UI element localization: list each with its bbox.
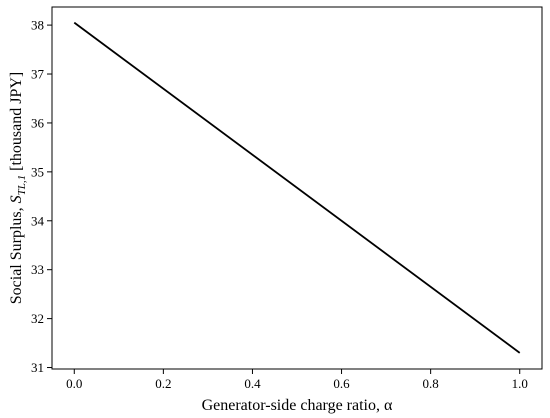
y-axis-title-symbol: S	[8, 195, 25, 203]
y-axis-title-subscript: TL,1	[16, 175, 28, 196]
x-tick-label: 0.8	[423, 376, 439, 391]
y-axis-title-suffix: [thousand JPY]	[8, 72, 25, 175]
y-axis-title: Social Surplus, STL,1 [thousand JPY]	[8, 72, 28, 305]
x-tick-label: 0.2	[155, 376, 171, 391]
x-axis-title: Generator-side charge ratio, α	[202, 397, 393, 414]
y-tick-label: 34	[31, 213, 45, 228]
x-axis-ticks: 0.0 0.2 0.4 0.6 0.8 1.0	[66, 369, 528, 391]
y-axis-ticks: 31 32 33 34 35 36 37 38	[31, 18, 52, 375]
x-tick-label: 1.0	[512, 376, 528, 391]
x-tick-label: 0.6	[333, 376, 350, 391]
x-tick-label: 0.4	[244, 376, 261, 391]
y-tick-label: 31	[31, 360, 44, 375]
series-group	[73, 21, 521, 354]
series-line	[73, 21, 521, 354]
y-tick-label: 32	[31, 311, 44, 326]
y-tick-label: 36	[31, 115, 45, 130]
x-tick-label: 0.0	[66, 376, 82, 391]
y-tick-label: 35	[31, 164, 44, 179]
y-tick-label: 33	[31, 262, 44, 277]
y-tick-label: 37	[31, 67, 45, 82]
y-axis-title-prefix: Social Surplus,	[8, 203, 25, 304]
y-tick-label: 38	[31, 18, 44, 33]
